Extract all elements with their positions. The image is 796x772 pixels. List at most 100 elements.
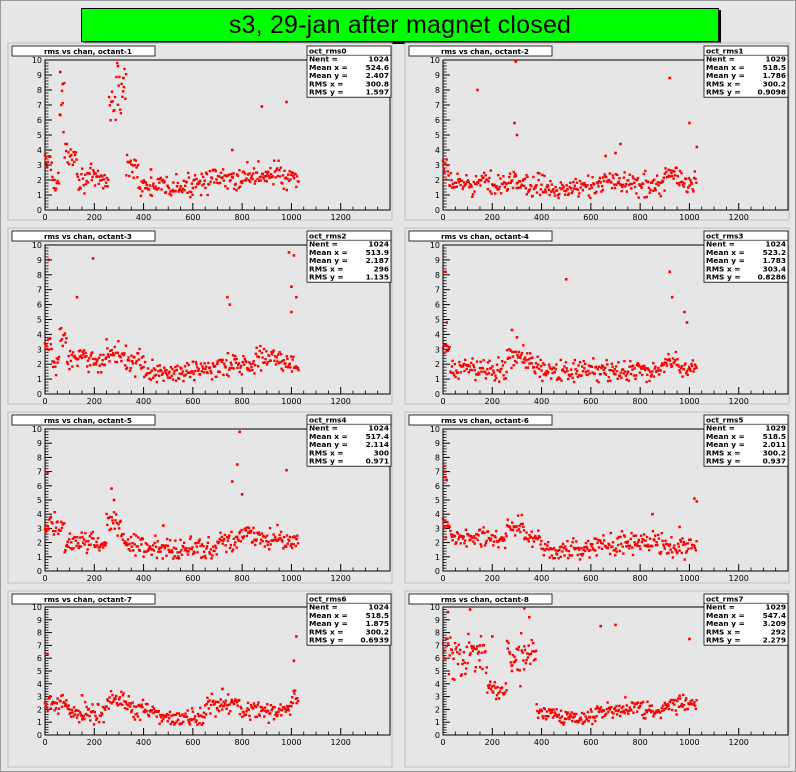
data-point xyxy=(624,185,627,188)
data-point xyxy=(256,177,259,181)
data-point xyxy=(88,714,91,718)
data-point xyxy=(487,372,491,375)
data-point xyxy=(665,552,669,555)
data-point xyxy=(106,347,109,350)
data-point xyxy=(77,357,80,361)
data-point xyxy=(167,187,171,190)
data-point xyxy=(120,359,123,363)
data-point xyxy=(76,364,79,368)
data-point xyxy=(199,706,202,710)
y-tick-label: 6 xyxy=(435,654,440,663)
stats-box-frame xyxy=(306,230,392,283)
data-point xyxy=(485,666,489,669)
data-point xyxy=(626,540,630,543)
data-point xyxy=(101,705,105,709)
x-tick-label: 600 xyxy=(583,738,598,747)
data-point xyxy=(45,161,48,165)
data-point xyxy=(275,356,278,359)
data-point xyxy=(534,362,538,365)
data-point xyxy=(615,370,619,373)
data-point xyxy=(193,551,196,554)
data-point xyxy=(463,539,467,542)
data-point xyxy=(639,366,642,369)
x-tick-label: 0 xyxy=(440,213,445,222)
data-point xyxy=(233,699,236,703)
data-point xyxy=(66,540,69,544)
data-point xyxy=(51,522,54,525)
stats-name: oct_rms2 xyxy=(309,232,347,241)
data-point xyxy=(102,353,105,357)
data-point xyxy=(67,162,71,166)
y-tick-label: 7 xyxy=(435,468,440,477)
stats-name: oct_rms0 xyxy=(309,47,347,56)
data-point xyxy=(229,543,233,547)
data-point xyxy=(120,703,124,707)
data-point xyxy=(675,181,679,185)
data-point xyxy=(469,368,472,372)
data-point xyxy=(531,641,535,645)
data-point xyxy=(521,361,524,364)
data-point xyxy=(454,542,457,546)
data-point xyxy=(171,367,174,371)
y-tick-label: 2 xyxy=(435,705,440,714)
data-point xyxy=(134,554,137,557)
data-point xyxy=(141,181,145,184)
data-point xyxy=(490,685,493,688)
data-point xyxy=(690,698,694,702)
data-point xyxy=(680,171,683,175)
data-point xyxy=(645,544,648,548)
data-point xyxy=(610,181,613,184)
data-point-outlier xyxy=(46,653,49,656)
data-point xyxy=(693,704,697,707)
data-point xyxy=(508,348,511,351)
data-point xyxy=(287,709,290,712)
data-point xyxy=(532,540,536,543)
data-point xyxy=(483,370,487,374)
data-point xyxy=(47,348,50,351)
data-point xyxy=(178,188,181,192)
data-point xyxy=(55,181,59,185)
data-point xyxy=(481,530,485,534)
data-point xyxy=(155,715,158,718)
data-point xyxy=(455,541,458,544)
data-point xyxy=(552,188,555,191)
stats-value: 518.5 xyxy=(763,432,786,441)
y-tick-label: 9 xyxy=(37,71,42,80)
data-point xyxy=(235,701,239,704)
data-point xyxy=(635,374,638,377)
data-point-outlier xyxy=(604,154,607,158)
data-point-outlier xyxy=(161,524,165,527)
y-tick-label: 0 xyxy=(435,567,440,576)
data-point xyxy=(244,713,248,717)
data-point xyxy=(181,187,185,191)
data-point xyxy=(465,174,468,177)
data-point xyxy=(668,357,671,361)
data-point xyxy=(541,547,545,551)
data-point-outlier xyxy=(476,88,479,92)
data-point xyxy=(497,539,501,543)
data-point xyxy=(500,537,504,541)
data-point xyxy=(105,705,108,708)
data-point xyxy=(261,356,264,359)
data-point xyxy=(73,535,77,539)
data-point xyxy=(590,365,594,368)
data-point xyxy=(629,182,632,186)
data-point xyxy=(253,182,256,185)
data-point xyxy=(154,534,157,537)
data-point xyxy=(263,715,266,718)
data-point xyxy=(232,172,235,175)
data-point xyxy=(203,704,207,707)
data-point xyxy=(80,354,83,357)
data-point xyxy=(168,370,171,373)
data-point xyxy=(272,718,276,721)
data-point xyxy=(540,539,543,543)
data-point xyxy=(610,711,614,714)
data-point xyxy=(228,366,232,370)
data-point xyxy=(664,357,667,361)
data-point xyxy=(175,185,179,188)
data-point xyxy=(248,714,251,717)
data-point xyxy=(296,366,300,370)
x-tick-label: 200 xyxy=(87,738,102,747)
data-point xyxy=(454,648,458,651)
